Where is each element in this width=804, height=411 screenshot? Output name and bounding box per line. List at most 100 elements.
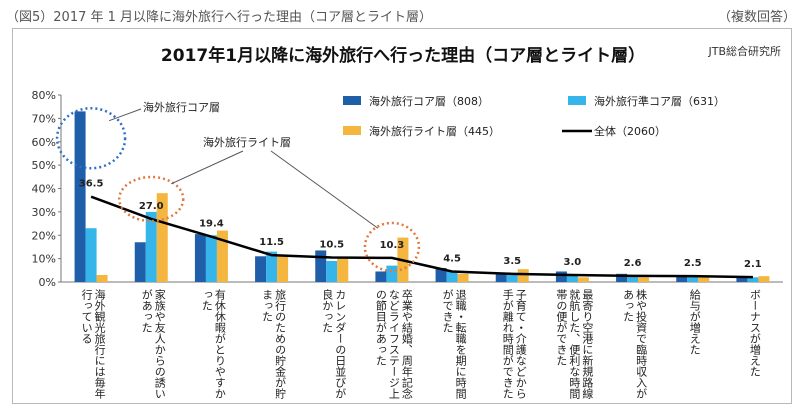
category-label: ができた [441,289,454,333]
category-label: 退職・転職を期に時間 [454,289,467,400]
figure-caption: （図5）2017 年 1 月以降に海外旅行へ行った理由（コア層とライト層） [6,10,433,25]
y-tick-label: 70% [32,112,56,125]
category-label: 旅行のための貯金が貯 [274,288,287,399]
chart-title: 2017年1月以降に海外旅行へ行った理由（コア層とライト層） [160,46,646,66]
y-tick-label: 50% [32,159,56,172]
category-label: った [200,289,213,311]
bar [156,193,168,282]
category-label: カレンダーの日並びが [334,289,347,399]
bar [638,277,650,282]
category-label: 給与が増えた [688,288,701,355]
category-label: 有休休暇がとりやすか [213,288,226,399]
category-label: 株や投資で臨時収入が [635,288,648,399]
category-label: 手が離れ時間ができた [501,288,514,399]
bar [315,250,327,282]
y-tick-label: 0% [39,276,56,289]
bar [457,273,469,282]
total-line [90,195,753,279]
data-label: 2.6 [624,258,642,269]
bar [698,276,710,282]
annotation-label-light: 海外旅行ライト層 [203,135,291,149]
bar [337,258,349,282]
legend-label: 海外旅行ライト層（445） [369,124,500,138]
bar [758,276,770,282]
category-label: 良かった [321,288,334,333]
chart-frame: 2017年1月以降に海外旅行へ行った理由（コア層とライト層） JTB総合研究所 … [12,28,792,404]
bar [277,256,289,282]
bar [266,251,278,282]
bar [74,111,86,282]
bar [85,228,97,282]
bar [627,276,639,282]
category-label: があった [140,289,153,333]
data-label: 10.3 [380,240,405,251]
bar [96,274,108,282]
legend-swatch [343,126,361,135]
bar [194,234,206,282]
category-label: 行っている [80,289,93,344]
category-label: 卒業や結婚、周年記念 [400,288,413,399]
annotation-arrow-core [108,108,142,122]
y-tick-label: 40% [32,183,56,196]
bar [255,256,267,282]
category-label: 就航した、便利な時間 [568,288,581,400]
y-tick-label: 80% [32,89,56,102]
bar [134,242,146,282]
bar [555,271,567,282]
data-label: 3.5 [503,256,521,267]
bar [687,276,699,282]
bar [616,273,628,282]
y-tick-label: 20% [32,229,56,242]
bar [676,276,688,282]
source-label: JTB総合研究所 [708,45,781,58]
bar [747,277,759,282]
annotation-arrow-light [171,150,244,185]
bar [566,274,578,282]
annotation-ellipse-light [118,175,185,223]
bar [216,230,228,282]
bar [205,235,217,282]
legend-label: 海外旅行コア層（808） [369,94,489,108]
data-label: 2.5 [684,258,702,269]
y-tick-label: 60% [32,136,56,149]
y-tick-label: 10% [32,253,56,266]
annotation-ellipse-light [363,221,421,273]
annotation-arrow-light [270,150,379,229]
chart-svg: 0% 10% 20% 30% 40% 50% 60% 70% 80% 海外観光旅行には毎年行ってい… [32,89,783,400]
legend-swatch [568,96,586,105]
bar [506,273,518,282]
legend-swatch [343,96,361,105]
data-label: 19.4 [199,219,224,230]
category-label: などライフステージ上 [387,289,400,399]
annotation-label-core: 海外旅行コア層 [143,100,220,114]
bar [326,260,338,282]
category-label: 子育て・介護などから [514,289,527,399]
bar [495,273,507,282]
bar [145,211,157,282]
data-label: 11.5 [259,237,284,248]
annotation-ellipse-core [55,106,127,170]
category-label: 海外観光旅行には毎年 [93,288,106,399]
category-label: 帯の便ができた [555,289,568,366]
data-label: 10.5 [319,239,344,250]
data-label: 27.0 [139,201,164,212]
y-tick-label: 30% [32,206,56,219]
bar [577,277,589,282]
data-label: 2.1 [744,259,762,270]
bar [386,265,398,282]
data-label: 4.5 [443,253,461,264]
legend-label: 海外旅行準コア層（631） [594,94,725,108]
category-label: ボーナスが増えた [748,289,761,377]
bar [446,271,458,282]
bar [517,269,529,282]
bar [375,271,387,282]
multiple-answer-note: （複数回答） [717,10,796,25]
bar [736,276,748,282]
bar [435,267,447,282]
legend-label: 全体（2060） [594,124,666,138]
category-label: 家族や友人からの誘い [153,288,166,399]
category-label: 最寄り空港に新規路線 [581,289,594,399]
category-label: まった [261,289,274,322]
data-label: 36.5 [79,179,104,190]
category-label: の節目があった [374,289,387,366]
